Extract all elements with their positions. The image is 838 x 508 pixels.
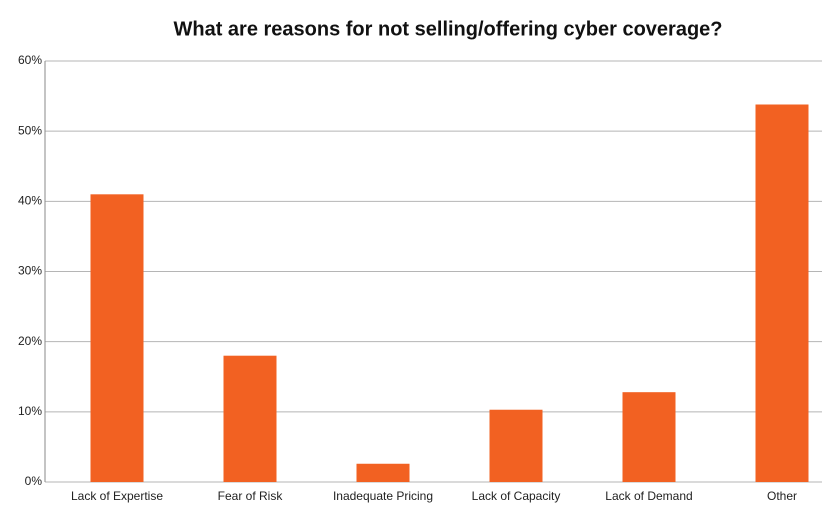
y-tick-label: 50% [18,123,42,137]
x-tick-label: Lack of Demand [605,489,692,503]
y-tick-label: 40% [18,194,42,208]
bar [755,104,809,483]
bar [622,392,676,482]
x-tick-label: Other [767,489,797,503]
x-tick-label: Inadequate Pricing [333,489,433,503]
x-tick-label: Fear of Risk [218,489,284,503]
bar [90,194,144,483]
x-tick-label: Lack of Expertise [71,489,163,503]
y-tick-label: 20% [18,334,42,348]
y-tick-label: 10% [18,404,42,418]
x-tick-label: Lack of Capacity [472,489,561,503]
bar [489,409,543,482]
bar [223,355,277,482]
chart-title: What are reasons for not selling/offerin… [173,18,722,40]
y-tick-label: 60% [18,53,42,67]
bar [356,463,410,482]
y-tick-label: 30% [18,264,42,278]
y-tick-label: 0% [25,474,43,488]
